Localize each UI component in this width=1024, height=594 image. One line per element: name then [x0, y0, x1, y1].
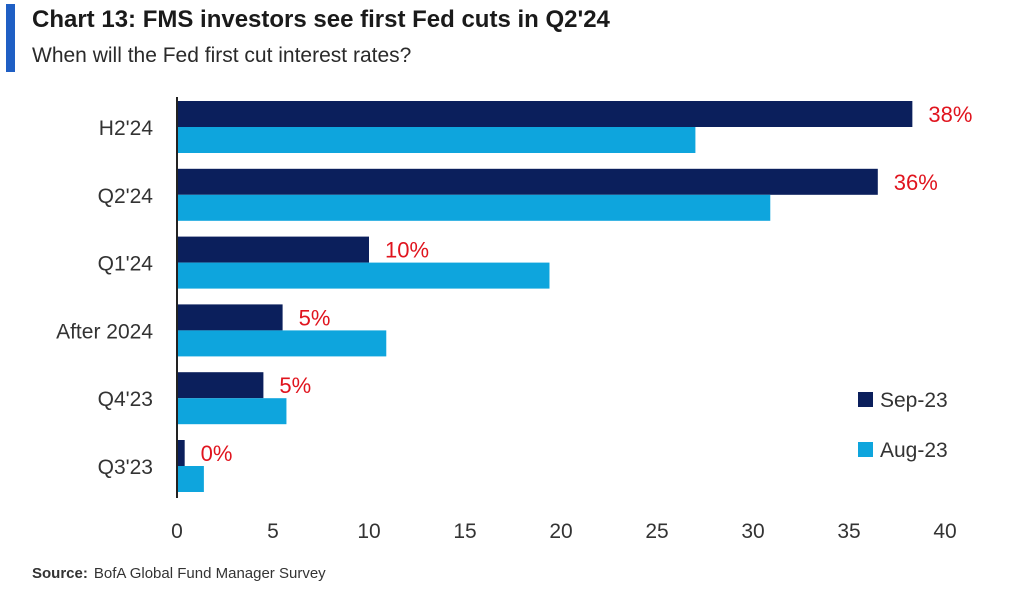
bar-sep-23-4	[177, 372, 264, 399]
source-label: Source:	[32, 565, 88, 582]
source-text: BofA Global Fund Manager Survey	[93, 565, 326, 582]
category-label-1: Q2'24	[98, 185, 154, 208]
category-label-2: Q1'24	[98, 253, 154, 276]
x-tick-label-1: 5	[267, 520, 279, 543]
bar-aug-23-0	[177, 127, 696, 153]
bar-sep-23-0	[177, 101, 913, 127]
source-note: Source: BofA Global Fund Manager Survey	[32, 565, 326, 582]
x-tick-label-8: 40	[933, 520, 956, 543]
x-tick-label-6: 30	[741, 520, 764, 543]
title-accent-bar	[6, 4, 15, 72]
bar-aug-23-4	[177, 398, 287, 425]
chart-title: Chart 13: FMS investors see first Fed cu…	[32, 6, 610, 33]
data-label-3: 5%	[299, 305, 331, 330]
legend-label-sep-23: Sep-23	[880, 389, 948, 412]
x-tick-label-0: 0	[171, 520, 183, 543]
data-label-0: 38%	[928, 102, 972, 127]
data-label-5: 0%	[201, 441, 233, 466]
bar-aug-23-2	[177, 262, 550, 289]
chart-subtitle: When will the Fed first cut interest rat…	[32, 44, 412, 67]
category-label-4: Q4'23	[98, 388, 153, 411]
data-label-4: 5%	[279, 373, 311, 398]
data-label-2: 10%	[385, 238, 429, 263]
category-label-5: Q3'23	[98, 456, 153, 479]
legend-swatch-aug-23	[858, 442, 873, 457]
x-tick-label-4: 20	[549, 520, 572, 543]
x-tick-label-2: 10	[357, 520, 380, 543]
data-label-1: 36%	[894, 170, 938, 195]
category-label-3: After 2024	[56, 320, 153, 343]
bar-aug-23-1	[177, 194, 771, 221]
bar-sep-23-1	[177, 168, 878, 195]
bar-aug-23-3	[177, 330, 387, 357]
x-tick-label-7: 35	[837, 520, 860, 543]
bar-sep-23-3	[177, 304, 283, 331]
category-label-0: H2'24	[99, 117, 154, 140]
bar-aug-23-5	[177, 466, 204, 492]
legend-swatch-sep-23	[858, 392, 873, 407]
x-tick-label-3: 15	[453, 520, 476, 543]
legend-label-aug-23: Aug-23	[880, 439, 948, 462]
bar-sep-23-5	[177, 440, 185, 466]
bar-sep-23-2	[177, 236, 369, 263]
x-tick-label-5: 25	[645, 520, 668, 543]
